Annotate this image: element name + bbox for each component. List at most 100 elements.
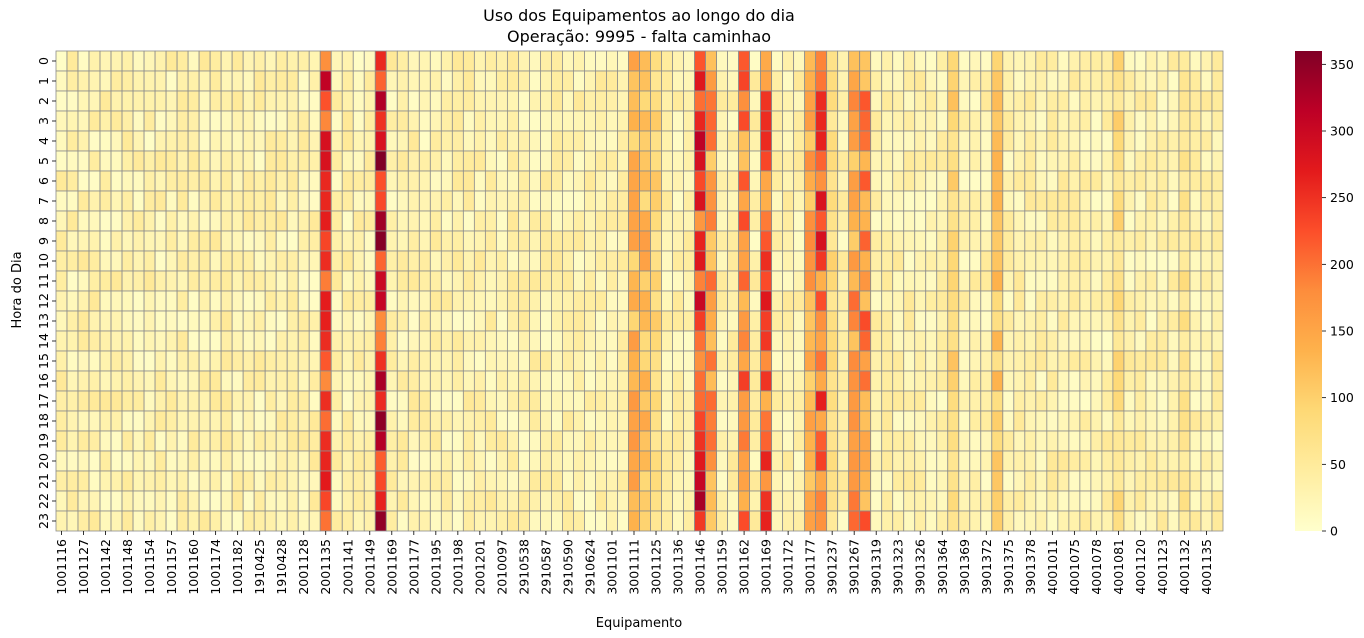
y-tick-label: 8 <box>36 217 51 225</box>
heatmap-cell <box>881 90 894 112</box>
heatmap-cell <box>1189 290 1202 312</box>
heatmap-cell <box>892 370 905 392</box>
heatmap-cell <box>584 110 596 132</box>
heatmap-cell <box>980 290 993 312</box>
heatmap-cell <box>859 390 872 412</box>
heatmap-cell <box>881 470 894 492</box>
heatmap-cell <box>1046 230 1059 252</box>
heatmap-cell <box>1200 150 1213 172</box>
heatmap-cell <box>187 430 200 452</box>
heatmap-cell <box>815 210 828 232</box>
heatmap-cell <box>903 310 916 332</box>
heatmap-cell <box>793 470 806 492</box>
heatmap-cell <box>650 330 662 352</box>
heatmap-cell <box>529 90 541 112</box>
heatmap-cell <box>1189 270 1202 292</box>
heatmap-cell <box>738 50 750 72</box>
heatmap-cell <box>628 190 640 212</box>
heatmap-cell <box>209 90 222 112</box>
heatmap-cell <box>881 430 894 452</box>
heatmap-cell <box>683 510 695 532</box>
heatmap-cell <box>1123 390 1136 412</box>
heatmap-cell <box>1178 450 1191 472</box>
heatmap-cell <box>683 250 695 272</box>
x-tick-label: 3901319 <box>869 539 884 595</box>
heatmap-cell <box>969 310 982 332</box>
heatmap-cell <box>1057 330 1070 352</box>
heatmap-cell <box>1090 130 1103 152</box>
heatmap-cell <box>209 290 222 312</box>
heatmap-cell <box>275 70 288 92</box>
heatmap-cell <box>1101 190 1114 212</box>
heatmap-cell <box>1057 90 1070 112</box>
heatmap-cell <box>330 170 343 192</box>
heatmap-cell <box>1079 50 1092 72</box>
heatmap-cell <box>407 150 420 172</box>
heatmap-cell <box>1211 410 1224 432</box>
heatmap-cell <box>914 470 927 492</box>
heatmap-cell <box>573 450 585 472</box>
heatmap-cell <box>1024 310 1037 332</box>
heatmap-cell <box>319 490 332 512</box>
heatmap-cell <box>1057 410 1070 432</box>
heatmap-cell <box>980 390 993 412</box>
x-tick-label: 4001120 <box>1133 539 1148 595</box>
heatmap-cell <box>429 230 442 252</box>
heatmap-cell <box>683 390 695 412</box>
heatmap-cell <box>396 110 409 132</box>
heatmap-cell <box>1079 70 1092 92</box>
heatmap-cell <box>429 290 442 312</box>
heatmap-cell <box>66 130 79 152</box>
heatmap-cell <box>264 210 277 232</box>
heatmap-cell <box>584 350 596 372</box>
heatmap-cell <box>154 330 167 352</box>
heatmap-cell <box>440 230 453 252</box>
x-tick-label: 3901237 <box>825 539 840 595</box>
heatmap-cell <box>374 270 387 292</box>
heatmap-cell <box>793 490 806 512</box>
heatmap-cell <box>1046 110 1059 132</box>
heatmap-cell <box>275 510 288 532</box>
heatmap-cell <box>330 70 343 92</box>
heatmap-cell <box>341 450 354 472</box>
x-axis-ticks: 1001116 1001127 1001142 1001148 1001154 10011… <box>54 531 1214 595</box>
x-tick-label: 1910425 <box>252 539 267 595</box>
heatmap-cell <box>1002 70 1015 92</box>
heatmap-cell <box>495 310 508 332</box>
heatmap-cell <box>771 450 784 472</box>
heatmap-cell <box>88 70 101 92</box>
heatmap-cell <box>99 290 112 312</box>
heatmap-cell <box>231 390 244 412</box>
heatmap-cell <box>892 150 905 172</box>
heatmap-cell <box>1068 250 1081 272</box>
heatmap-cell <box>99 250 112 272</box>
heatmap-cell <box>451 130 464 152</box>
heatmap-cell <box>330 450 343 472</box>
heatmap-cell <box>121 510 134 532</box>
heatmap-cell <box>143 470 156 492</box>
heatmap-cell <box>308 110 321 132</box>
heatmap-cell <box>551 190 563 212</box>
heatmap-cell <box>275 290 288 312</box>
heatmap-cell <box>1035 410 1048 432</box>
heatmap-cell <box>143 370 156 392</box>
heatmap-cell <box>859 190 872 212</box>
heatmap-cell <box>99 390 112 412</box>
heatmap-cell <box>1090 430 1103 452</box>
heatmap-cell <box>628 310 640 332</box>
heatmap-cell <box>1068 70 1081 92</box>
heatmap-cell <box>264 370 277 392</box>
heatmap-cell <box>242 470 255 492</box>
heatmap-cell <box>451 390 464 412</box>
heatmap-cell <box>1200 310 1213 332</box>
heatmap-cell <box>947 90 960 112</box>
heatmap-cell <box>418 410 431 432</box>
heatmap-cell <box>958 270 971 292</box>
heatmap-cell <box>1090 230 1103 252</box>
heatmap-cell <box>1178 410 1191 432</box>
heatmap-cell <box>1211 330 1224 352</box>
heatmap-cell <box>903 110 916 132</box>
heatmap-cell <box>1046 290 1059 312</box>
heatmap-cell <box>760 310 773 332</box>
heatmap-cell <box>848 50 861 72</box>
